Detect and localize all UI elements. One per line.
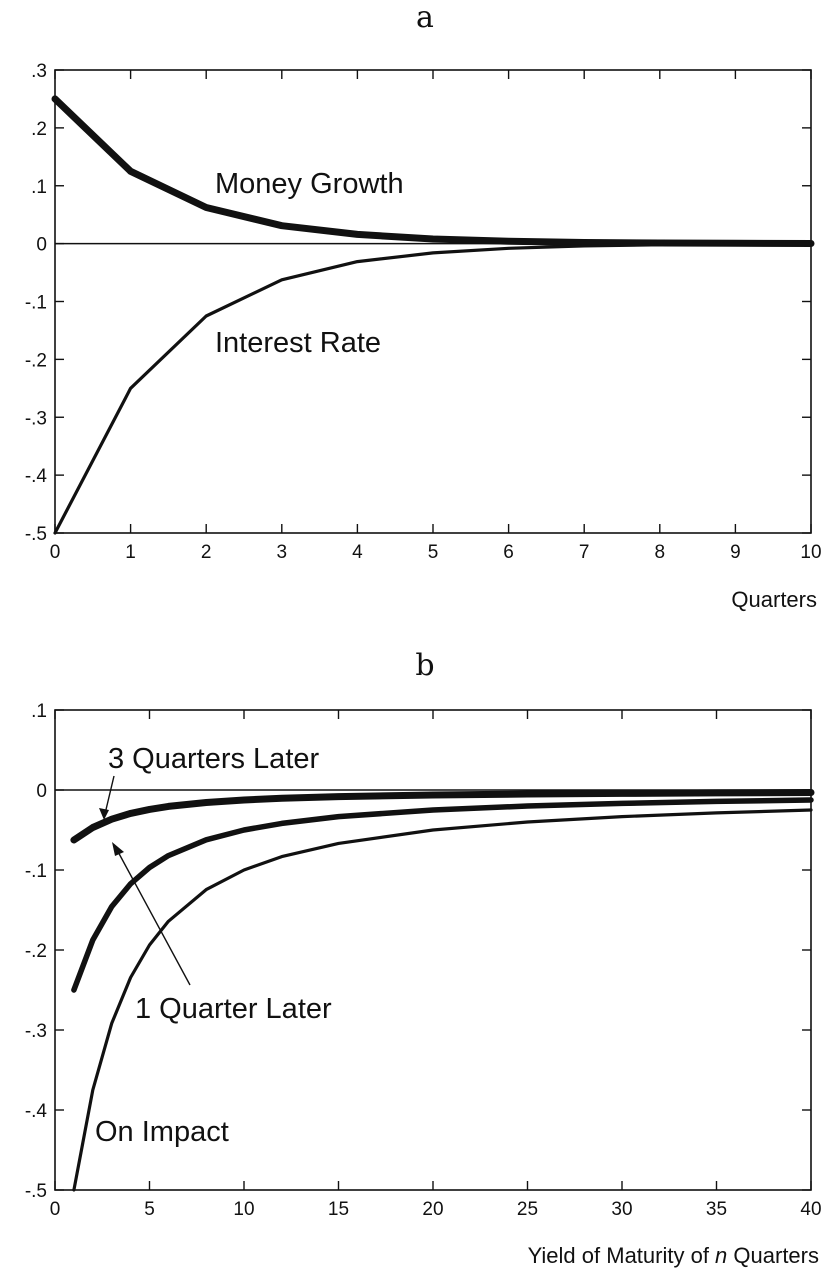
- panel-b-y-tick-label: -.5: [25, 1181, 47, 1202]
- panel-a-x-axis-label: Quarters: [731, 587, 817, 612]
- panel-a-title: a: [416, 0, 434, 35]
- panel-b-title: b: [415, 648, 434, 683]
- panel-b-x-axis-label: Yield of Maturity of n Quarters: [528, 1243, 819, 1268]
- panel-a: a 0 1 2 3 4 5 6 7 8 9 10 .3 .2 .1 0 -.1 -.2 -.3 -.4 -.5 Qua…: [25, 0, 822, 612]
- panel-b-y-tick-label: -.2: [25, 941, 47, 962]
- panel-b-1-quarter-later-label: 1 Quarter Later: [135, 993, 332, 1025]
- panel-b-1-quarter-arrowhead: [112, 842, 124, 856]
- panel-b-x-tick-label: 10: [233, 1199, 254, 1220]
- panel-b: b 0 5 10 15 20 25 30 35 40 .1 0 -.1 -.2 -.3 -.4 -.5 Yie…: [25, 648, 822, 1268]
- panel-a-marks: 0 1 2 3 4 5 6 7 8 9 10 .3 .2 .1 0 -.1 -.2 -.3 -.4 -.5: [25, 61, 822, 563]
- panel-a-x-tick-label: 7: [579, 542, 590, 563]
- panel-a-y-tick-label: -.3: [25, 408, 47, 429]
- panel-b-on-impact-label: On Impact: [95, 1116, 229, 1148]
- panel-b-1-quarter-arrow: [115, 847, 191, 986]
- panel-a-x-tick-label: 3: [277, 542, 288, 563]
- panel-a-x-tick-label: 4: [352, 542, 363, 563]
- panel-a-series-interest-rate-line: [53, 242, 813, 535]
- panel-b-x-tick-label: 30: [611, 1199, 632, 1220]
- panel-a-y-tick-label: .1: [31, 177, 47, 198]
- panel-b-x-tick-label: 20: [422, 1199, 443, 1220]
- panel-a-x-tick-label: 1: [125, 542, 136, 563]
- panel-b-x-tick-label: 35: [706, 1199, 727, 1220]
- panel-a-x-tick-label: 6: [503, 542, 514, 563]
- panel-b-y-tick-label: -.1: [25, 861, 47, 882]
- panel-b-x-tick-label: 5: [144, 1199, 155, 1220]
- panel-a-y-tick-label: 0: [36, 235, 47, 256]
- panel-b-x-tick-label: 25: [517, 1199, 538, 1220]
- panel-b-series-3-quarters-later-line: [70, 789, 815, 844]
- panel-a-x-tick-label: 10: [800, 542, 821, 563]
- panel-b-y-tick-label: 0: [36, 781, 47, 802]
- panel-a-x-tick-label: 5: [428, 542, 439, 563]
- panel-b-3-quarters-later-label: 3 Quarters Later: [108, 743, 319, 775]
- panel-a-x-tick-label: 0: [50, 542, 61, 563]
- panel-a-y-tick-label: .2: [31, 119, 47, 140]
- panel-b-x-tick-label: 0: [50, 1199, 61, 1220]
- panel-b-3-quarters-arrowhead: [99, 808, 109, 820]
- panel-a-y-tick-label: -.5: [25, 524, 47, 545]
- panel-a-plot-frame: [54, 69, 812, 534]
- panel-b-y-tick-label: .1: [31, 701, 47, 722]
- panel-b-marks: 0 5 10 15 20 25 30 35 40 .1 0 -.1 -.2 -.3 -.4 -.5: [25, 701, 822, 1220]
- panel-b-y-tick-label: -.3: [25, 1021, 47, 1042]
- panel-a-x-tick-label: 9: [730, 542, 741, 563]
- panel-b-series-1-quarter-later-line: [71, 797, 814, 993]
- panel-b-x-tick-label: 15: [328, 1199, 349, 1220]
- panel-a-series-money-growth-line: [51, 95, 815, 247]
- panel-b-series-on-impact-line: [72, 808, 813, 1192]
- panel-a-y-tick-label: -.2: [25, 350, 47, 371]
- panel-a-money-growth-label: Money Growth: [215, 168, 404, 200]
- panel-a-y-tick-label: -.4: [25, 466, 48, 487]
- panel-b-x-tick-label: 40: [800, 1199, 821, 1220]
- panel-a-x-tick-label: 2: [201, 542, 212, 563]
- panel-a-y-tick-label: .3: [31, 61, 47, 82]
- panel-a-interest-rate-label: Interest Rate: [215, 327, 381, 359]
- panel-a-y-tick-label: -.1: [25, 293, 47, 314]
- panel-a-x-tick-label: 8: [655, 542, 666, 563]
- panel-b-y-tick-label: -.4: [25, 1101, 48, 1122]
